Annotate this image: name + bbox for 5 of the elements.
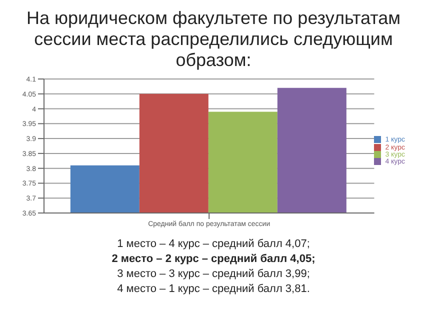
chart-title: На юридическом факультете по результатам сессии места распределились следующим образом: [25, 8, 402, 71]
text: 1 место – 4 курс – средний балл 4,07; [116, 237, 311, 252]
text: 4 место – 1 курс – средний балл 3,81. [116, 282, 311, 297]
text: 2 место – 2 курс – средний балл 4,05; [110, 252, 316, 267]
text: 3 место – 3 курс – средний балл 3,99; [116, 267, 311, 282]
